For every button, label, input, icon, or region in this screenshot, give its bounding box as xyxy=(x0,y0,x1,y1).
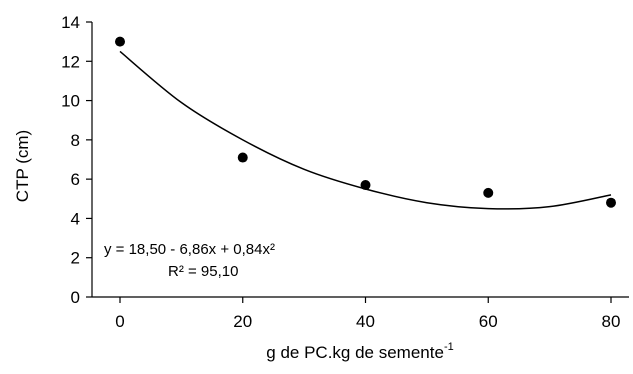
equation-label: y = 18,50 - 6,86x + 0,84x² xyxy=(104,241,275,258)
x-axis-title: g de PC.kg de semente-1 xyxy=(266,341,453,362)
y-tick-label: 10 xyxy=(61,92,80,111)
x-tick-label: 40 xyxy=(356,312,375,331)
data-point xyxy=(115,36,125,47)
r-squared-label: R² = 95,10 xyxy=(168,263,238,280)
y-tick-label: 4 xyxy=(71,209,80,228)
x-tick-label: 0 xyxy=(115,312,124,331)
y-tick-label: 2 xyxy=(71,249,80,268)
x-tick-label: 60 xyxy=(479,312,498,331)
y-tick-label: 12 xyxy=(61,52,80,71)
y-tick-label: 0 xyxy=(71,288,80,307)
y-axis-title: CTP (cm) xyxy=(13,130,32,202)
x-axis-title-superscript: -1 xyxy=(444,341,454,353)
data-point xyxy=(606,197,616,208)
y-tick-label: 8 xyxy=(71,131,80,150)
y-tick-label: 14 xyxy=(61,13,80,32)
fitted-curve xyxy=(119,50,612,210)
x-axis-title-main: g de PC.kg de semente xyxy=(266,343,444,362)
data-point xyxy=(360,180,371,191)
x-tick-label: 80 xyxy=(602,312,621,331)
data-point xyxy=(237,152,248,163)
x-tick-label: 20 xyxy=(233,312,252,331)
data-point xyxy=(483,187,494,198)
series xyxy=(115,36,616,210)
y-tick-label: 6 xyxy=(71,170,80,189)
axes xyxy=(91,22,629,298)
ticks: 0 2 4 6 8 10 12 14 0 20 40 60 80 xyxy=(61,13,620,331)
